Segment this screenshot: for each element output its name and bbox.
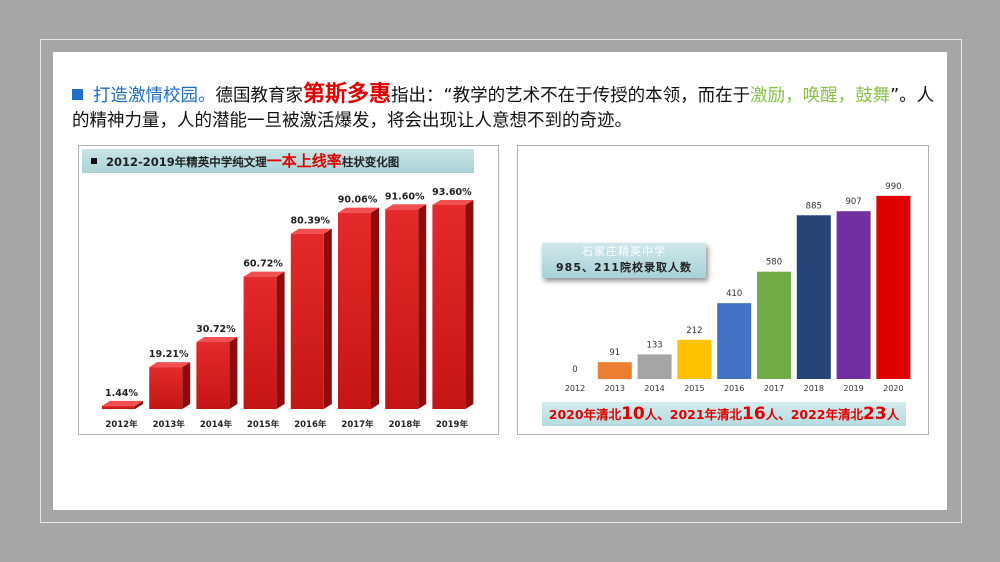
outer-frame	[40, 39, 962, 523]
bar-side	[323, 228, 332, 409]
bar-top	[385, 204, 427, 210]
right-chart-label-box: 石家庄精英中学 985、211院校录取人数	[542, 243, 706, 278]
bar-top	[290, 228, 332, 234]
bar-value-label: 91.60%	[385, 191, 425, 202]
bar-side	[371, 207, 379, 409]
x-tick-label: 2020	[883, 384, 903, 393]
bar-side	[182, 362, 191, 409]
x-tick-label: 2019	[843, 384, 863, 393]
bar-value-label: 0	[572, 365, 577, 375]
footer-part-2: 人、2021年清北	[644, 407, 743, 422]
bar-value-label: 93.60%	[432, 187, 472, 198]
x-tick-label: 2014年	[200, 419, 233, 430]
bar-side	[135, 400, 143, 409]
bar-side	[276, 271, 285, 409]
footer-num-1: 10	[621, 404, 645, 424]
bar-side	[229, 337, 238, 409]
intro-lead: 打造激情校园。	[93, 86, 216, 106]
bar	[637, 354, 672, 379]
bar-value-label: 80.39%	[291, 216, 331, 227]
footer-part-3: 人、2022年清北	[765, 407, 864, 422]
label-box-line2: 985、211院校录取人数	[556, 261, 692, 274]
x-tick-label: 2013年	[153, 419, 186, 430]
bar	[432, 204, 466, 409]
bar	[338, 212, 371, 409]
bar-value-label: 410	[726, 289, 742, 299]
bar	[876, 195, 911, 379]
bar-value-label: 990	[885, 182, 901, 192]
x-tick-label: 2018年	[389, 419, 422, 430]
left-title-suffix: 柱状变化图	[341, 155, 400, 169]
bar-top	[338, 207, 379, 213]
bar	[196, 342, 230, 409]
bar-value-label: 91	[609, 348, 620, 358]
bar-value-label: 580	[766, 258, 782, 268]
left-chart-panel: 2012-2019年精英中学纯文理一本上线率柱状变化图 1.44% 2012年 19…	[78, 145, 499, 435]
bar	[385, 209, 419, 409]
bar-value-label: 19.21%	[149, 349, 189, 360]
bar-value-label: 60.72%	[243, 259, 283, 270]
bullet-square-icon	[72, 89, 83, 100]
bar-top	[102, 400, 143, 406]
bar-value-label: 1.44%	[105, 388, 138, 399]
footer-num-3: 23	[863, 404, 887, 424]
label-box-line1: 石家庄精英中学	[582, 245, 666, 258]
x-tick-label: 2014	[644, 384, 664, 393]
left-title-highlight: 一本上线率	[266, 152, 342, 170]
footer-num-2: 16	[742, 404, 766, 424]
x-tick-label: 2017年	[341, 419, 374, 430]
bar	[290, 233, 324, 409]
x-tick-label: 2012	[565, 384, 585, 393]
left-bar-chart: 1.44% 2012年 19.21% 2013年 30.72% 2014年 60.72% 20…	[102, 187, 474, 430]
x-tick-label: 2015年	[247, 419, 280, 430]
bar-top	[149, 362, 191, 368]
intro-highlight: 激励，唤醒，鼓舞	[750, 86, 891, 106]
right-chart-panel: 0 2012 91 2013 133 2014 212 2015 410 2016 580 2017 8…	[517, 145, 929, 435]
left-title-prefix: 2012-2019年精英中学纯文理	[106, 155, 267, 169]
bar-top	[196, 337, 238, 343]
title-square-icon	[91, 158, 97, 164]
bar-side	[465, 199, 474, 409]
right-bar-chart: 0 2012 91 2013 133 2014 212 2015 410 2016 580 2017 8…	[565, 182, 911, 393]
intro-name: 第斯多惠	[303, 82, 392, 107]
footer-part-4: 人	[886, 407, 900, 422]
intro-text-1: 德国教育家	[215, 86, 304, 106]
bar-value-label: 907	[845, 197, 861, 207]
intro-paragraph: 打造激情校园。德国教育家第斯多惠指出：“教学的艺术不在于传授的本领，而在于激励，…	[72, 82, 942, 134]
bar	[836, 211, 871, 379]
bar-value-label: 30.72%	[196, 324, 236, 335]
bar	[757, 271, 791, 379]
x-tick-label: 2018	[804, 384, 824, 393]
right-chart-footer: 2020年清北10人、2021年清北16人、2022年清北23人	[542, 402, 906, 426]
x-tick-label: 2016	[724, 384, 744, 393]
bar	[243, 276, 277, 409]
bar-value-label: 133	[646, 340, 662, 350]
intro-text-3: ”。人的精神力量，人的潜能一旦被激活爆发，将会出现让人意想不到的奇迹。	[72, 86, 935, 131]
bar	[597, 362, 632, 379]
bar	[717, 303, 752, 379]
bar-value-label: 90.06%	[338, 195, 378, 206]
intro-text-2: 指出：“教学的艺术不在于传授的本领，而在于	[391, 86, 751, 106]
bar	[102, 405, 135, 409]
left-chart-title: 2012-2019年精英中学纯文理一本上线率柱状变化图	[82, 149, 474, 173]
bar	[677, 339, 712, 379]
bar-top	[432, 199, 474, 205]
x-tick-label: 2013	[605, 384, 625, 393]
x-tick-label: 2016年	[294, 419, 327, 430]
bar	[796, 215, 831, 379]
x-tick-label: 2019年	[436, 419, 469, 430]
bar	[149, 367, 183, 409]
x-tick-label: 2017	[764, 384, 784, 393]
bar-value-label: 885	[806, 201, 822, 211]
bar-top	[243, 271, 285, 277]
x-tick-label: 2015	[684, 384, 704, 393]
x-tick-label: 2012年	[105, 419, 138, 430]
bar-side	[418, 204, 427, 409]
bar-value-label: 212	[686, 326, 702, 336]
footer-part-1: 2020年清北	[548, 407, 622, 422]
